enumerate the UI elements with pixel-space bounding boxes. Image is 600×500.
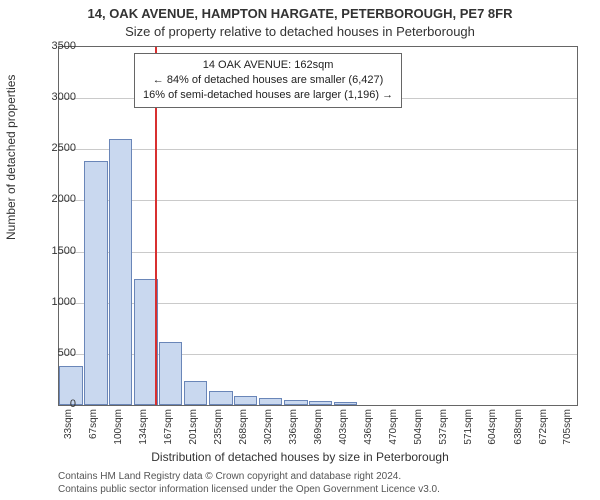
histogram-bar	[184, 381, 208, 405]
histogram-bar	[284, 400, 308, 405]
attribution-text: Contains HM Land Registry data © Crown c…	[58, 471, 440, 496]
x-tick-label: 67sqm	[88, 409, 99, 449]
x-tick-label: 403sqm	[338, 409, 349, 449]
x-tick-label: 705sqm	[562, 409, 573, 449]
y-tick-label: 2000	[36, 193, 76, 205]
x-tick-label: 672sqm	[538, 409, 549, 449]
y-tick-label: 500	[36, 347, 76, 359]
y-axis-label: Number of detached properties	[4, 75, 18, 240]
y-tick-label: 3000	[36, 91, 76, 103]
attribution-line: Contains public sector information licen…	[58, 484, 440, 497]
x-tick-label: 436sqm	[363, 409, 374, 449]
annotation-box: 14 OAK AVENUE: 162sqm← 84% of detached h…	[134, 53, 402, 108]
histogram-bar	[334, 402, 358, 405]
gridline-h	[59, 149, 577, 150]
histogram-bar	[84, 161, 108, 405]
x-tick-label: 537sqm	[438, 409, 449, 449]
histogram-bar	[209, 391, 233, 405]
plot-area: 33sqm67sqm100sqm134sqm167sqm201sqm235sqm…	[58, 46, 578, 406]
histogram-bar	[234, 396, 258, 405]
x-tick-label: 268sqm	[238, 409, 249, 449]
x-tick-label: 369sqm	[313, 409, 324, 449]
chart-title-main: 14, OAK AVENUE, HAMPTON HARGATE, PETERBO…	[0, 6, 600, 21]
x-tick-label: 504sqm	[413, 409, 424, 449]
chart-container: 14, OAK AVENUE, HAMPTON HARGATE, PETERBO…	[0, 0, 600, 500]
histogram-bar	[159, 342, 183, 405]
y-tick-label: 1000	[36, 296, 76, 308]
x-tick-label: 33sqm	[63, 409, 74, 449]
attribution-line: Contains HM Land Registry data © Crown c…	[58, 471, 440, 484]
x-tick-label: 235sqm	[213, 409, 224, 449]
histogram-bar	[259, 398, 283, 405]
x-tick-label: 336sqm	[288, 409, 299, 449]
y-tick-label: 3500	[36, 40, 76, 52]
histogram-bar	[309, 401, 333, 405]
x-axis-label: Distribution of detached houses by size …	[0, 450, 600, 464]
gridline-h	[59, 200, 577, 201]
x-tick-label: 571sqm	[463, 409, 474, 449]
x-tick-label: 470sqm	[388, 409, 399, 449]
gridline-h	[59, 252, 577, 253]
x-tick-label: 302sqm	[263, 409, 274, 449]
annotation-line: ← 84% of detached houses are smaller (6,…	[143, 73, 393, 88]
y-tick-label: 0	[36, 398, 76, 410]
x-tick-label: 134sqm	[138, 409, 149, 449]
annotation-line: 16% of semi-detached houses are larger (…	[143, 88, 393, 103]
x-tick-label: 201sqm	[188, 409, 199, 449]
annotation-line: 14 OAK AVENUE: 162sqm	[143, 58, 393, 73]
x-tick-label: 167sqm	[163, 409, 174, 449]
x-tick-label: 100sqm	[113, 409, 124, 449]
chart-title-sub: Size of property relative to detached ho…	[0, 24, 600, 39]
histogram-bar	[109, 139, 133, 405]
y-tick-label: 2500	[36, 142, 76, 154]
y-tick-label: 1500	[36, 245, 76, 257]
x-tick-label: 638sqm	[513, 409, 524, 449]
x-tick-label: 604sqm	[487, 409, 498, 449]
